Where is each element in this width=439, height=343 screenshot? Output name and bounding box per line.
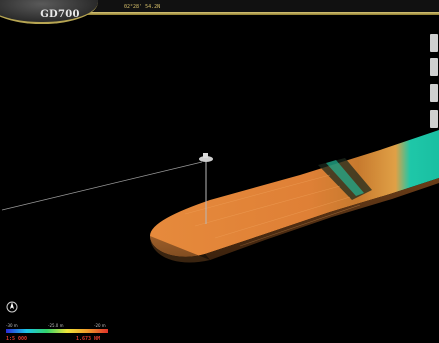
legend-min-label: -30 m	[6, 323, 18, 328]
legend-mid-label: -25.0 m	[48, 323, 64, 328]
compass-icon[interactable]	[6, 300, 18, 314]
side-button-1[interactable]	[430, 34, 438, 52]
side-control-panel	[429, 34, 439, 144]
header-gold-rule	[0, 12, 439, 15]
depth-color-bar	[6, 329, 108, 333]
coordinate-readout: 02°28' 54.2N	[124, 4, 161, 10]
side-button-3[interactable]	[430, 84, 438, 102]
distance-readout: 1.673 NM	[76, 336, 101, 342]
side-button-2[interactable]	[430, 58, 438, 76]
legend-max-label: -20 m	[94, 323, 106, 328]
vessel-marker	[199, 156, 213, 162]
vessel-track-line	[1, 161, 203, 211]
map-scale: 1:5 000	[6, 336, 28, 342]
side-button-4[interactable]	[430, 110, 438, 128]
top-bar	[0, 0, 439, 14]
terrain-swath	[150, 130, 439, 257]
app-logo: GD700	[40, 9, 80, 20]
